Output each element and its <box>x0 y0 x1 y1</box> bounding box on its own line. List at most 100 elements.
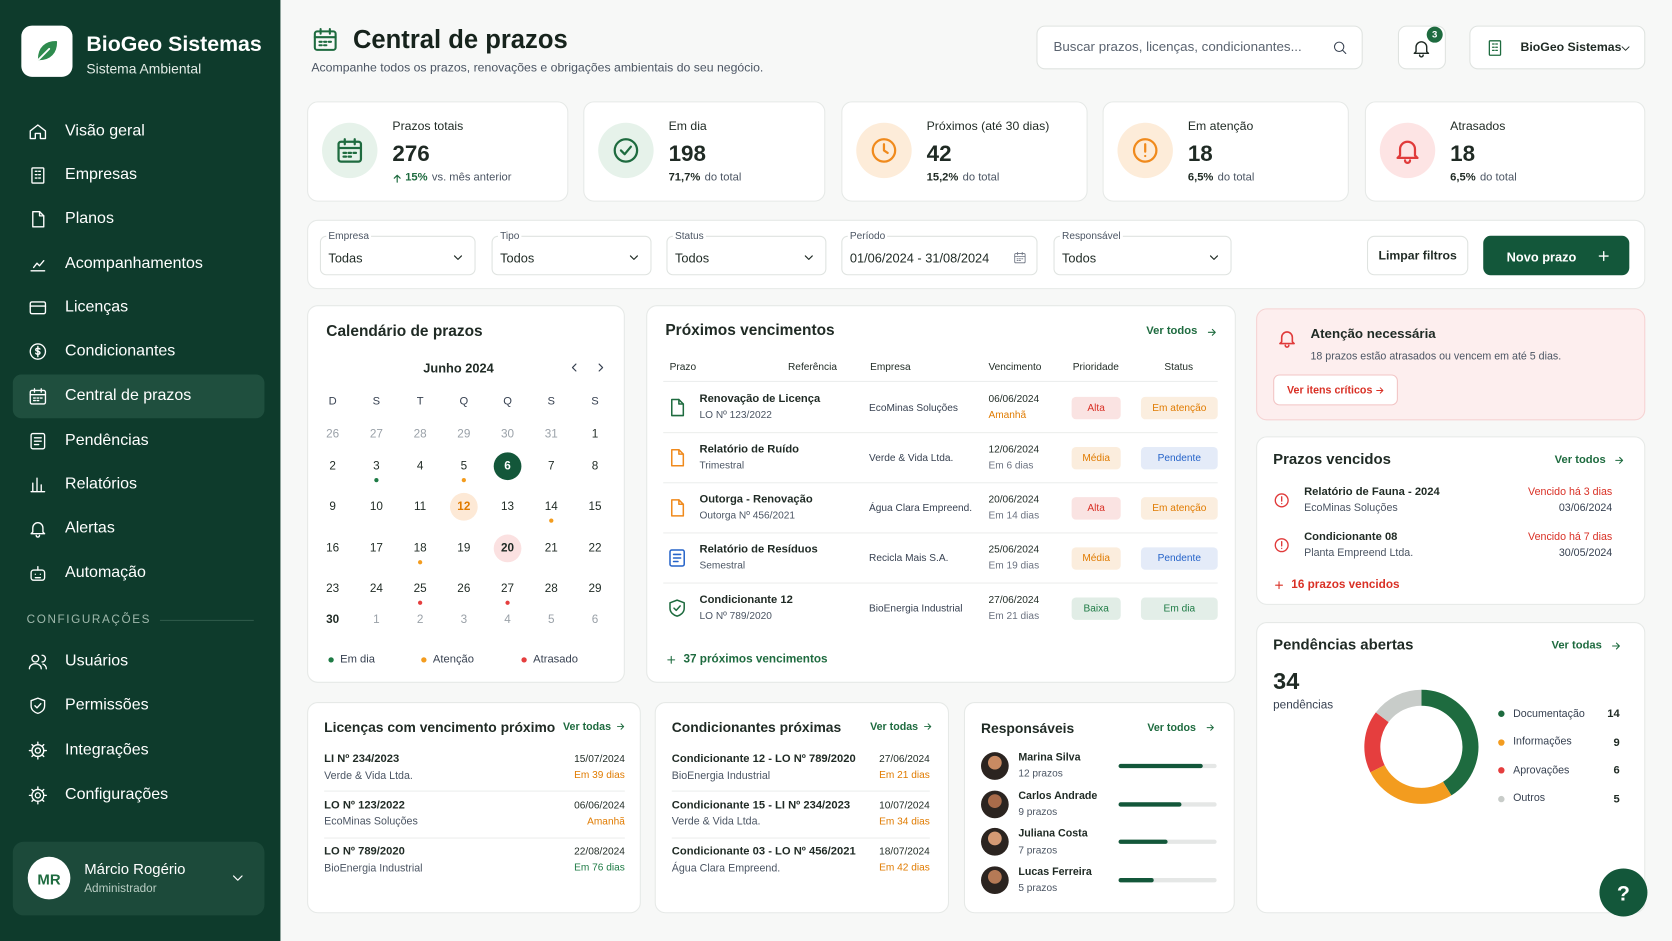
calendar-day[interactable]: 30 <box>326 613 340 627</box>
calendar-day[interactable]: 11 <box>414 500 427 514</box>
status-badge <box>1140 547 1218 570</box>
clear-button[interactable] <box>1366 235 1469 276</box>
calendar-day[interactable]: 23 <box>326 582 340 596</box>
calendar-day[interactable]: 27 <box>369 428 383 441</box>
nav-item[interactable]: Acompanhamentos <box>65 253 203 272</box>
company-select[interactable] <box>1469 25 1646 70</box>
calendar-day[interactable]: 2 <box>416 613 424 627</box>
nav-item[interactable]: Integrações <box>65 740 149 759</box>
calendar-day[interactable]: 3 <box>460 613 468 627</box>
calendar-day[interactable]: 22 <box>588 542 602 555</box>
calendar-day[interactable]: 3 <box>373 460 380 473</box>
calendar-day[interactable]: 17 <box>369 542 383 555</box>
nav-item[interactable]: Automação <box>65 562 146 582</box>
calendar-day[interactable]: 29 <box>457 428 471 441</box>
nav-item[interactable]: Permissões <box>65 695 149 714</box>
row-ref: LO Nº 789/2020 <box>699 610 772 623</box>
nav-item[interactable]: Condicionantes <box>65 341 176 360</box>
nav-item[interactable]: Relatórios <box>65 474 138 493</box>
calendar-day[interactable]: 1 <box>591 428 599 441</box>
pending-link[interactable]: Ver todas <box>1551 639 1602 653</box>
calendar-day[interactable]: 15 <box>588 500 602 514</box>
overdue-link[interactable]: Ver todos <box>1554 453 1606 467</box>
nav-item[interactable]: Usuários <box>65 651 129 670</box>
calendar-day[interactable]: 10 <box>369 500 383 514</box>
legend-dot <box>420 656 426 663</box>
upcoming-more[interactable]: 37 próximos vencimentos <box>683 653 828 666</box>
help-button[interactable] <box>1599 868 1648 917</box>
upcoming-link[interactable]: Ver todos <box>1146 324 1198 338</box>
calendar-day[interactable]: 6 <box>504 460 511 473</box>
status-label: Em atenção <box>1152 402 1207 415</box>
calendar-day[interactable]: 18 <box>413 542 427 555</box>
calendar-day[interactable]: 14 <box>544 500 558 514</box>
overdue-late: Vencido há 3 dias <box>1528 486 1613 499</box>
calendar-day[interactable]: 5 <box>548 613 555 627</box>
kpi-value: 42 <box>926 141 952 167</box>
calendar-day[interactable]: 19 <box>457 542 471 555</box>
nav-item[interactable]: Licenças <box>65 297 129 316</box>
legend-label: Atrasado <box>533 653 578 667</box>
nav-item[interactable]: Pendências <box>65 430 149 449</box>
calendar-day[interactable]: 4 <box>504 613 511 627</box>
calendar-day[interactable]: 27 <box>501 582 515 596</box>
calendar-day[interactable]: 29 <box>588 582 602 596</box>
link-arrow <box>616 723 625 730</box>
list-link[interactable]: Ver todas <box>563 721 612 733</box>
nav-item[interactable]: Central de prazos <box>65 385 192 405</box>
overdue-more[interactable]: 16 prazos vencidos <box>1291 578 1400 592</box>
calendar-day[interactable]: 31 <box>544 428 558 441</box>
calendar-day[interactable]: 28 <box>413 428 427 441</box>
bar-track <box>1118 878 1217 883</box>
alert-button[interactable] <box>1273 374 1398 406</box>
brand: BioGeo Sistemas <box>86 32 262 57</box>
calendar-day[interactable]: 9 <box>329 500 336 514</box>
filter-label: Período <box>847 230 888 243</box>
calendar-day[interactable]: 30 <box>501 428 515 441</box>
calendar-title: Calendário de prazos <box>326 323 483 341</box>
calendar-day[interactable]: 20 <box>501 542 515 555</box>
calendar-day[interactable]: 21 <box>544 542 558 555</box>
calendar-day[interactable]: 26 <box>457 582 471 596</box>
calendar-day[interactable]: 24 <box>369 582 383 596</box>
item-title: LI Nº 234/2023 <box>324 752 400 766</box>
calendar-day[interactable]: 28 <box>544 582 558 596</box>
calendar-day[interactable]: 7 <box>548 460 555 473</box>
item-date: 06/06/2024 <box>574 799 625 812</box>
column-header: Prazo <box>669 361 697 374</box>
nav-item[interactable]: Visão geral <box>65 121 145 140</box>
calendar-day[interactable]: 6 <box>591 613 599 627</box>
kpi-value: 18 <box>1450 141 1476 167</box>
filter-field[interactable] <box>841 235 1038 276</box>
next-month <box>598 362 603 372</box>
nav-item[interactable]: Configurações <box>65 784 169 804</box>
calendar-day[interactable]: 8 <box>591 460 599 473</box>
calendar-day[interactable]: 26 <box>326 428 340 441</box>
search-box[interactable] <box>1036 25 1363 70</box>
item-company: Água Clara Empreend. <box>671 862 781 875</box>
item-date: 18/07/2024 <box>879 846 930 858</box>
nav-item[interactable]: Planos <box>65 208 114 227</box>
calendar-day[interactable]: 2 <box>329 460 336 473</box>
calendar-day[interactable]: 5 <box>460 460 468 473</box>
calendar-day[interactable]: 12 <box>457 500 471 514</box>
calendar-day[interactable]: 16 <box>326 542 340 555</box>
filter-value: Todas <box>328 250 363 266</box>
nav-icon <box>29 300 46 314</box>
overdue-late: Vencido há 7 dias <box>1528 531 1613 543</box>
calendar-day[interactable]: 1 <box>373 613 380 627</box>
calendar-day[interactable]: 13 <box>501 500 515 514</box>
legend-label: Aprovações <box>1513 764 1570 777</box>
nav-item[interactable]: Empresas <box>65 165 138 184</box>
clear-label: Limpar filtros <box>1378 249 1457 263</box>
status-badge <box>1140 396 1218 420</box>
calendar-day[interactable]: 25 <box>413 582 427 596</box>
priority-label: Alta <box>1087 402 1105 415</box>
overdue-date: 30/05/2024 <box>1558 547 1613 559</box>
people-link[interactable]: Ver todos <box>1147 722 1196 734</box>
nav-item[interactable]: Alertas <box>65 518 115 537</box>
overdue-title: Prazos vencidos <box>1273 450 1391 468</box>
list-link[interactable]: Ver todas <box>870 721 919 733</box>
calendar-day[interactable]: 4 <box>416 460 424 473</box>
